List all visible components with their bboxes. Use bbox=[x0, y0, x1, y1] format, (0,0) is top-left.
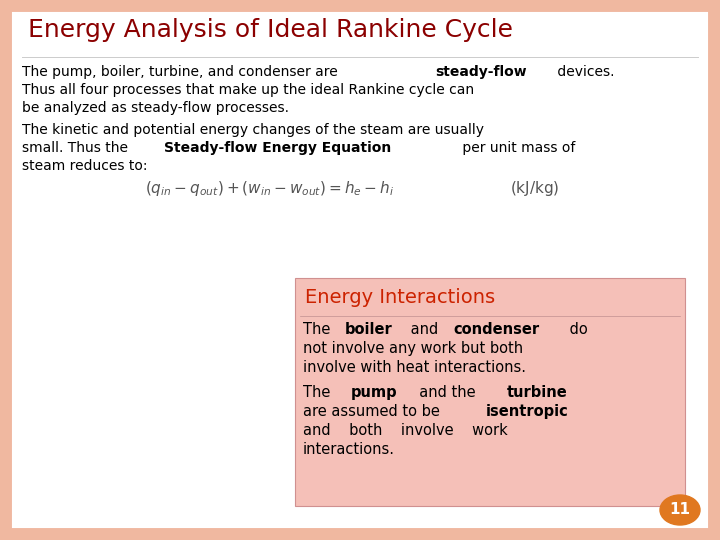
FancyBboxPatch shape bbox=[295, 278, 685, 506]
Text: The: The bbox=[303, 385, 340, 400]
Text: The pump, boiler, turbine, and condenser are: The pump, boiler, turbine, and condenser… bbox=[22, 65, 342, 79]
Text: steady-flow: steady-flow bbox=[435, 65, 527, 79]
Text: The: The bbox=[303, 322, 335, 337]
Text: Steady-flow Energy Equation: Steady-flow Energy Equation bbox=[164, 141, 392, 155]
Text: condenser: condenser bbox=[454, 322, 539, 337]
Text: are assumed to be: are assumed to be bbox=[303, 404, 444, 419]
Text: pump: pump bbox=[350, 385, 397, 400]
Text: involve with heat interactions.: involve with heat interactions. bbox=[303, 360, 526, 375]
Text: and the: and the bbox=[410, 385, 485, 400]
Text: $(\mathrm{kJ/kg})$: $(\mathrm{kJ/kg})$ bbox=[510, 179, 559, 198]
Text: turbine: turbine bbox=[507, 385, 568, 400]
Text: steam reduces to:: steam reduces to: bbox=[22, 159, 148, 173]
Circle shape bbox=[660, 495, 700, 525]
Text: $(q_{in} - q_{out}) + (w_{in} - w_{out}) = h_e - h_i$: $(q_{in} - q_{out}) + (w_{in} - w_{out})… bbox=[145, 179, 394, 198]
Text: and: and bbox=[406, 322, 443, 337]
FancyBboxPatch shape bbox=[5, 5, 715, 535]
Text: small. Thus the: small. Thus the bbox=[22, 141, 132, 155]
Text: Energy Interactions: Energy Interactions bbox=[305, 288, 495, 307]
Text: The kinetic and potential energy changes of the steam are usually: The kinetic and potential energy changes… bbox=[22, 123, 484, 137]
Text: per unit mass of: per unit mass of bbox=[458, 141, 575, 155]
Text: do: do bbox=[564, 322, 588, 337]
Text: boiler: boiler bbox=[344, 322, 392, 337]
Text: and    both    involve    work: and both involve work bbox=[303, 423, 508, 438]
Text: 11: 11 bbox=[670, 503, 690, 517]
Text: be analyzed as steady-flow processes.: be analyzed as steady-flow processes. bbox=[22, 101, 289, 115]
Text: devices.: devices. bbox=[553, 65, 615, 79]
Text: not involve any work but both: not involve any work but both bbox=[303, 341, 523, 356]
Text: interactions.: interactions. bbox=[303, 442, 395, 457]
Text: Thus all four processes that make up the ideal Rankine cycle can: Thus all four processes that make up the… bbox=[22, 83, 474, 97]
Text: isentropic: isentropic bbox=[485, 404, 568, 419]
Text: Energy Analysis of Ideal Rankine Cycle: Energy Analysis of Ideal Rankine Cycle bbox=[28, 18, 513, 42]
